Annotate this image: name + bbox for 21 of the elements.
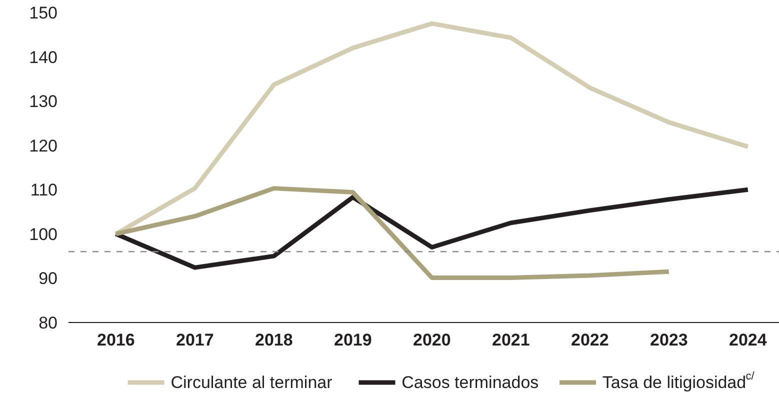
y-tick-label: 140: [29, 48, 58, 67]
x-tick-label: 2023: [650, 330, 688, 350]
line-series: [114, 186, 672, 280]
legend-label: Circulante al terminar: [170, 373, 333, 392]
x-tick-label: 2020: [412, 330, 451, 350]
y-tick-label: 130: [29, 92, 58, 112]
y-tick-label: 100: [29, 224, 58, 244]
x-tick-label: 2018: [254, 330, 293, 350]
y-tick-label: 150: [29, 4, 58, 22]
x-tick-label: 2024: [728, 330, 768, 350]
legend-label: Casos terminados: [402, 373, 539, 392]
x-tick-label: 2019: [334, 330, 372, 350]
y-tick-label: 80: [38, 314, 58, 332]
x-tick-label: 2017: [176, 330, 214, 350]
x-tick-label: 2016: [96, 330, 135, 350]
x-tick-label: 2021: [492, 330, 530, 350]
y-tick-label: 120: [29, 136, 58, 156]
y-tick-label: 110: [30, 180, 58, 200]
y-tick-label: 90: [38, 269, 58, 288]
line-series: [114, 187, 750, 270]
x-tick-label: 2022: [570, 330, 609, 350]
